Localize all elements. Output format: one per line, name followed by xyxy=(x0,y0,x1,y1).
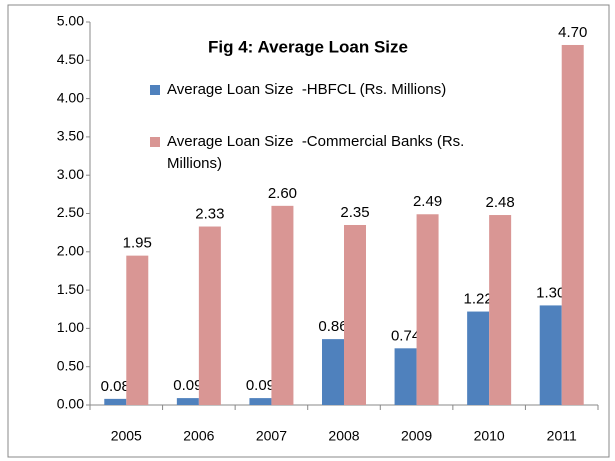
x-tick-label: 2010 xyxy=(474,428,505,444)
y-tick-label: 0.00 xyxy=(57,396,84,412)
bar xyxy=(126,255,149,405)
bar xyxy=(561,44,584,405)
bar xyxy=(489,215,512,405)
data-label: 2.49 xyxy=(413,193,442,210)
chart-title: Fig 4: Average Loan Size xyxy=(208,37,408,56)
bar xyxy=(539,305,562,405)
legend-swatch xyxy=(150,85,160,95)
x-tick-label: 2005 xyxy=(111,428,142,444)
x-tick-label: 2008 xyxy=(328,428,359,444)
data-label: 0.09 xyxy=(246,377,275,394)
data-label: 0.09 xyxy=(173,377,202,394)
y-tick-label: 4.00 xyxy=(57,89,84,105)
bar xyxy=(104,398,127,405)
legend-label: Average Loan Size -Commercial Banks (Rs.… xyxy=(167,133,469,172)
y-tick-label: 5.00 xyxy=(57,13,84,29)
data-label: 2.48 xyxy=(486,194,515,211)
bar xyxy=(416,214,439,405)
bar xyxy=(322,339,344,405)
y-tick-label: 1.50 xyxy=(57,281,84,297)
frame xyxy=(7,4,610,458)
bar xyxy=(249,398,272,405)
data-label: 4.70 xyxy=(558,24,587,41)
data-label: 1.30 xyxy=(536,284,565,301)
bar xyxy=(344,224,366,405)
data-label: 0.86 xyxy=(318,318,347,335)
data-label: 1.95 xyxy=(123,235,152,252)
y-tick-label: 3.00 xyxy=(57,166,84,182)
bar xyxy=(176,398,199,405)
data-label: 0.08 xyxy=(101,378,130,395)
x-tick-label: 2011 xyxy=(547,428,577,444)
y-tick-label: 4.50 xyxy=(57,51,84,67)
data-label: 1.22 xyxy=(464,291,493,308)
data-label: 2.33 xyxy=(195,205,224,222)
legend-item: Average Loan Size -HBFCL (Rs. Millions) xyxy=(150,79,490,101)
y-tick-label: 2.00 xyxy=(57,243,84,259)
data-label: 2.60 xyxy=(268,185,297,202)
bar xyxy=(467,311,490,405)
x-tick-label: 2009 xyxy=(401,428,432,444)
data-label: 0.74 xyxy=(391,327,420,344)
y-tick-label: 1.00 xyxy=(57,319,84,335)
legend-item: Average Loan Size -Commercial Banks (Rs.… xyxy=(150,131,490,175)
legend-label: Average Loan Size -HBFCL (Rs. Millions) xyxy=(167,81,447,98)
bar xyxy=(394,348,417,405)
data-label: 2.35 xyxy=(340,204,369,221)
y-tick-label: 2.50 xyxy=(57,204,84,220)
x-tick-label: 2006 xyxy=(183,428,214,444)
bar xyxy=(198,226,221,405)
y-tick-label: 0.50 xyxy=(57,357,84,373)
legend-swatch xyxy=(150,137,160,147)
y-tick-label: 3.50 xyxy=(57,128,84,144)
x-tick-label: 2007 xyxy=(256,428,287,444)
bar xyxy=(271,205,294,405)
